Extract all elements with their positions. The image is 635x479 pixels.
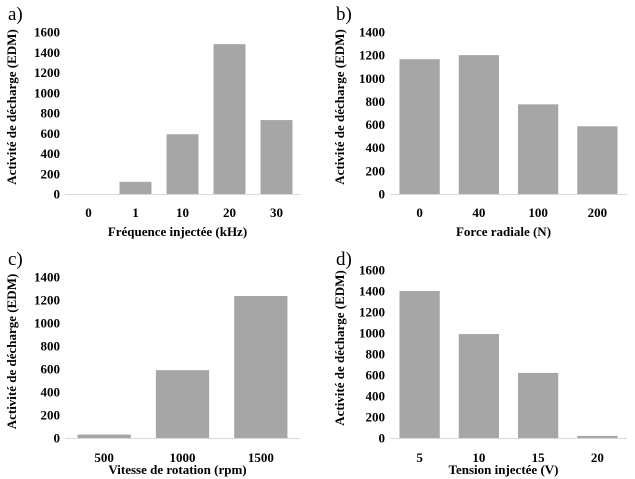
y-tick-label: 600 (41, 126, 61, 141)
y-tick-label: 1400 (34, 270, 60, 285)
x-tick-label: 20 (223, 205, 236, 220)
bar-40 (458, 55, 500, 195)
x-tick-label: 10 (176, 205, 189, 220)
bar-200 (577, 126, 618, 194)
bar-1500 (234, 295, 288, 438)
x-tick-label: 5 (416, 450, 423, 465)
y-tick-label: 200 (41, 166, 61, 181)
x-tick-label: 10 (472, 450, 485, 465)
x-axis-title: Force radiale (N) (456, 224, 551, 239)
x-tick-label: 0 (85, 205, 92, 220)
bar-15 (517, 372, 559, 438)
bar-0 (399, 59, 440, 194)
y-tick-label: 600 (41, 362, 61, 377)
panel-label: a) (8, 4, 23, 25)
y-tick-label: 1200 (359, 48, 385, 63)
x-tick-label: 1500 (248, 450, 274, 465)
y-tick-label: 1200 (34, 293, 60, 308)
chart-panel-a: a) 0 200 400 600 800 1000 1200 1400 1600 0 1 10 20 30 F… (4, 4, 300, 239)
y-tick-label: 1000 (34, 85, 60, 100)
y-tick-label: 0 (379, 431, 386, 446)
bar-1 (119, 181, 152, 194)
y-axis-title: Activité de décharge (EDM) (332, 270, 347, 426)
panel-label: d) (336, 249, 352, 270)
bar-20 (577, 435, 618, 438)
y-tick-label: 1200 (359, 305, 385, 320)
y-tick-label: 1400 (34, 45, 60, 60)
bar-10 (458, 334, 500, 438)
chart-panel-b: b) 0 200 400 600 800 1000 1200 1400 0 40 100 200 Forc… (332, 4, 627, 239)
y-tick-label: 1600 (34, 25, 60, 40)
x-tick-label: 1 (132, 205, 139, 220)
x-tick-label: 0 (416, 205, 423, 220)
bar-20 (213, 44, 246, 195)
y-tick-label: 400 (366, 140, 386, 155)
bar-1000 (155, 370, 210, 438)
y-tick-label: 600 (366, 368, 386, 383)
y-tick-label: 0 (54, 187, 61, 202)
y-axis-title: Activité de décharge (EDM) (4, 274, 19, 430)
y-tick-label: 400 (41, 146, 61, 161)
chart-panel-c: c) 0 200 400 600 800 1000 1200 1400 500 1000 1500Vi… (4, 249, 300, 477)
y-axis-title: Activité de décharge (EDM) (4, 29, 19, 185)
y-tick-label: 200 (41, 408, 61, 423)
x-tick-label: 40 (472, 205, 485, 220)
bar-5 (399, 291, 440, 438)
y-tick-label: 800 (41, 106, 61, 121)
y-tick-label: 1400 (359, 25, 385, 40)
bar-10 (166, 134, 199, 194)
bar-30 (260, 120, 293, 194)
y-tick-label: 200 (366, 163, 386, 178)
y-tick-label: 0 (54, 431, 61, 446)
x-tick-label: 20 (591, 450, 604, 465)
x-axis-title: Fréquence injectée (kHz) (108, 224, 247, 239)
x-tick-label: 500 (94, 450, 114, 465)
x-tick-label: 15 (532, 450, 546, 465)
y-tick-label: 800 (366, 347, 386, 362)
y-tick-label: 1400 (359, 284, 385, 299)
x-tick-label: 100 (528, 205, 548, 220)
y-tick-label: 1600 (359, 263, 385, 278)
y-tick-label: 800 (366, 94, 386, 109)
y-axis-title: Activité de décharge (EDM) (332, 29, 347, 185)
x-tick-label: 30 (270, 205, 283, 220)
panel-label: b) (336, 4, 352, 25)
y-tick-label: 800 (41, 339, 61, 354)
x-axis-title: Tension injectée (V) (448, 462, 558, 477)
y-tick-label: 400 (41, 385, 61, 400)
y-tick-label: 0 (379, 187, 386, 202)
y-tick-label: 400 (366, 389, 386, 404)
y-tick-label: 1000 (359, 326, 385, 341)
y-tick-label: 1200 (34, 65, 60, 80)
x-tick-label: 1000 (170, 450, 196, 465)
y-tick-label: 1000 (359, 71, 385, 86)
panel-label: c) (8, 249, 23, 270)
bar-100 (517, 104, 559, 194)
x-axis-title: Vitesse de rotation (rpm) (108, 462, 246, 477)
y-tick-label: 1000 (34, 316, 60, 331)
y-tick-label: 600 (366, 117, 386, 132)
y-tick-label: 200 (366, 410, 386, 425)
chart-panel-d: d) 0 200 400 600 800 1000 1200 1400 1600 5 10 15 20 Te… (332, 249, 627, 477)
x-tick-label: 200 (588, 205, 608, 220)
bar-500 (77, 434, 131, 438)
